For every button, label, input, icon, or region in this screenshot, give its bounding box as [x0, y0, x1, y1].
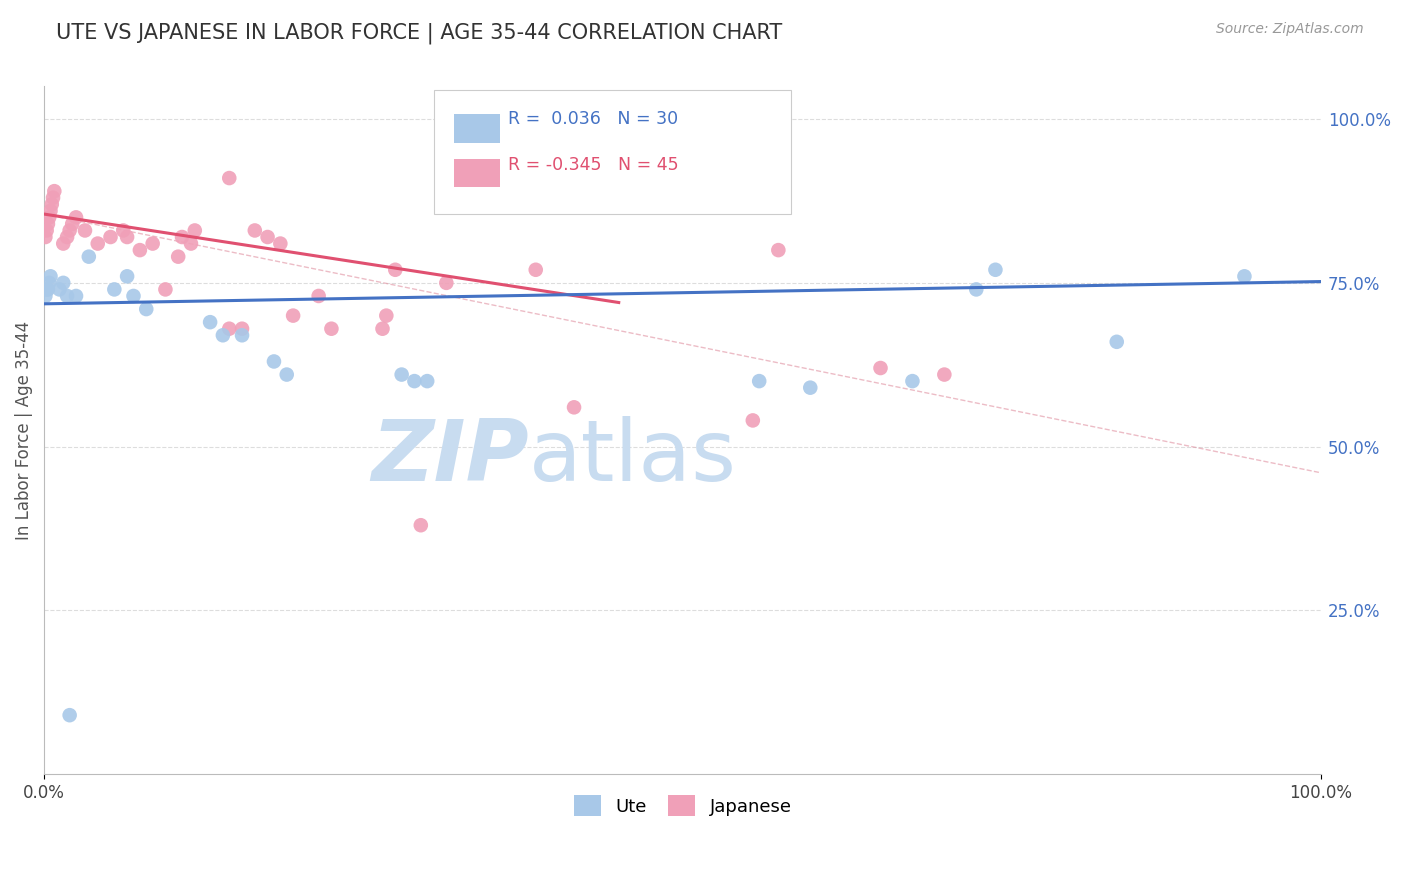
Point [59, 223, 82, 237]
Point [122, 289, 145, 303]
Point [308, 289, 330, 303]
Point [198, 315, 221, 329]
Point [44, 184, 66, 198]
Point [184, 223, 207, 237]
Point [562, 401, 585, 415]
Point [142, 236, 165, 251]
Point [263, 354, 285, 368]
Point [112, 223, 135, 237]
Legend: Ute, Japanese: Ute, Japanese [567, 789, 799, 823]
Point [375, 309, 398, 323]
Point [391, 368, 413, 382]
Point [269, 236, 291, 251]
Point [231, 322, 253, 336]
Point [1233, 269, 1256, 284]
FancyBboxPatch shape [433, 90, 792, 213]
Point [39, 203, 62, 218]
Point [748, 374, 770, 388]
Point [73, 223, 96, 237]
Point [34, 230, 56, 244]
Point [34, 289, 56, 303]
Point [35, 282, 58, 296]
Point [934, 368, 956, 382]
Point [37, 217, 59, 231]
Point [60, 217, 83, 231]
Text: atlas: atlas [529, 417, 737, 500]
Point [869, 361, 891, 376]
Point [59, 708, 82, 723]
Point [77, 250, 100, 264]
Point [901, 374, 924, 388]
Point [56, 230, 79, 244]
Point [384, 262, 406, 277]
Point [434, 276, 457, 290]
Point [135, 301, 157, 316]
Point [524, 262, 547, 277]
Point [321, 322, 343, 336]
Point [155, 282, 177, 296]
Point [38, 211, 60, 225]
Point [243, 223, 266, 237]
Point [404, 374, 426, 388]
Point [170, 230, 193, 244]
Point [799, 381, 821, 395]
Point [42, 191, 65, 205]
Point [87, 236, 110, 251]
Point [768, 243, 790, 257]
FancyBboxPatch shape [454, 159, 501, 187]
Point [281, 309, 304, 323]
Text: R =  0.036   N = 30: R = 0.036 N = 30 [508, 110, 678, 128]
Point [37, 282, 59, 296]
Point [218, 171, 240, 186]
Point [52, 236, 75, 251]
Point [218, 322, 240, 336]
Point [231, 328, 253, 343]
Y-axis label: In Labor Force | Age 35-44: In Labor Force | Age 35-44 [15, 321, 32, 540]
Text: R = -0.345   N = 45: R = -0.345 N = 45 [508, 156, 678, 175]
Point [41, 197, 63, 211]
Point [115, 269, 138, 284]
Point [56, 289, 79, 303]
FancyBboxPatch shape [454, 114, 501, 143]
Point [256, 230, 278, 244]
Point [741, 413, 763, 427]
Point [39, 269, 62, 284]
Point [984, 262, 1007, 277]
Point [167, 250, 190, 264]
Point [180, 236, 202, 251]
Point [103, 282, 125, 296]
Text: Source: ZipAtlas.com: Source: ZipAtlas.com [1216, 22, 1364, 37]
Text: ZIP: ZIP [371, 417, 529, 500]
Text: UTE VS JAPANESE IN LABOR FORCE | AGE 35-44 CORRELATION CHART: UTE VS JAPANESE IN LABOR FORCE | AGE 35-… [56, 22, 783, 44]
Point [212, 328, 235, 343]
Point [65, 289, 87, 303]
Point [371, 322, 394, 336]
Point [48, 282, 70, 296]
Point [276, 368, 298, 382]
Point [128, 243, 150, 257]
Point [965, 282, 987, 296]
Point [100, 230, 122, 244]
Point [416, 374, 439, 388]
Point [115, 230, 138, 244]
Point [35, 223, 58, 237]
Point [1105, 334, 1128, 349]
Point [38, 276, 60, 290]
Point [52, 276, 75, 290]
Point [409, 518, 432, 533]
Point [65, 211, 87, 225]
